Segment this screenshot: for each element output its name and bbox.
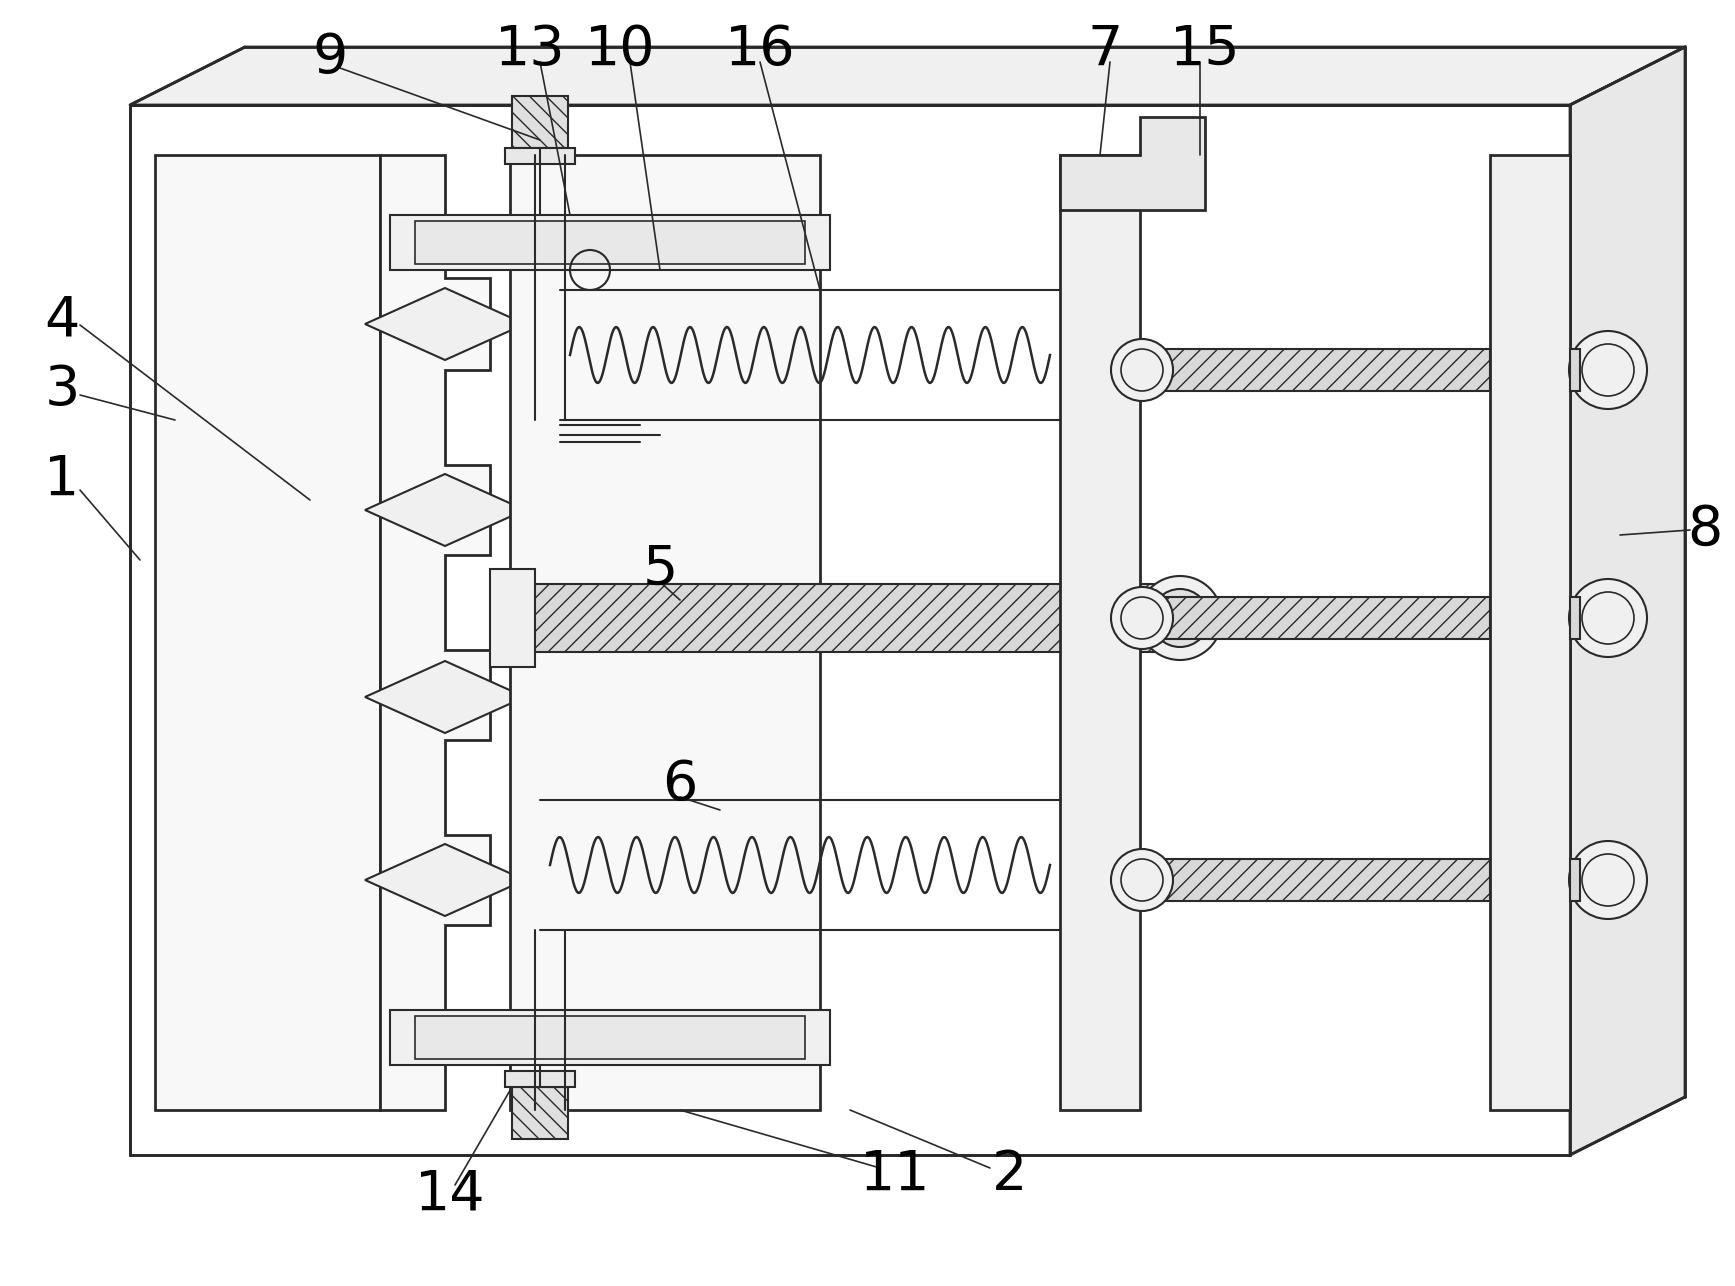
Text: 10: 10 (585, 23, 656, 77)
Bar (415, 1016, 805, 1058)
Bar (1140, 859, 1490, 901)
Bar (390, 1010, 829, 1065)
Bar (512, 1087, 567, 1139)
Circle shape (1110, 340, 1173, 401)
Polygon shape (364, 288, 526, 360)
Text: 3: 3 (45, 363, 80, 417)
Text: 13: 13 (494, 23, 566, 77)
Circle shape (1568, 841, 1647, 919)
Bar (510, 156, 821, 1110)
Bar (390, 215, 829, 270)
Bar (1570, 597, 1581, 639)
Polygon shape (364, 475, 526, 547)
Text: 7: 7 (1088, 23, 1123, 77)
Circle shape (1150, 589, 1209, 647)
Bar (1570, 349, 1581, 391)
Bar (154, 156, 380, 1110)
Text: 16: 16 (725, 23, 795, 77)
Polygon shape (130, 48, 1685, 105)
Circle shape (1568, 579, 1647, 657)
Bar (415, 221, 805, 264)
Text: 14: 14 (415, 1168, 486, 1222)
Polygon shape (364, 844, 526, 916)
Text: 5: 5 (642, 543, 678, 597)
Text: 11: 11 (861, 1148, 930, 1202)
Polygon shape (1570, 48, 1685, 1155)
Bar (1570, 859, 1581, 901)
Bar (1140, 349, 1490, 391)
Text: 6: 6 (663, 757, 697, 811)
Text: 15: 15 (1169, 23, 1241, 77)
Text: 8: 8 (1688, 503, 1723, 557)
Circle shape (1110, 849, 1173, 910)
Polygon shape (130, 105, 1570, 1155)
Polygon shape (364, 661, 526, 733)
Bar (505, 1071, 574, 1087)
Bar (1490, 156, 1570, 1110)
Text: 2: 2 (992, 1148, 1027, 1202)
Polygon shape (380, 156, 489, 1110)
Bar (1060, 156, 1140, 1110)
Bar (505, 148, 574, 165)
Text: 9: 9 (312, 31, 347, 85)
Circle shape (1110, 586, 1173, 649)
Circle shape (1138, 576, 1221, 660)
Circle shape (1568, 331, 1647, 409)
Polygon shape (1060, 117, 1206, 210)
Bar (489, 568, 534, 667)
Bar (529, 584, 1175, 652)
Bar (1140, 597, 1490, 639)
Text: 4: 4 (45, 293, 80, 347)
Bar (512, 96, 567, 148)
Text: 1: 1 (45, 453, 80, 507)
